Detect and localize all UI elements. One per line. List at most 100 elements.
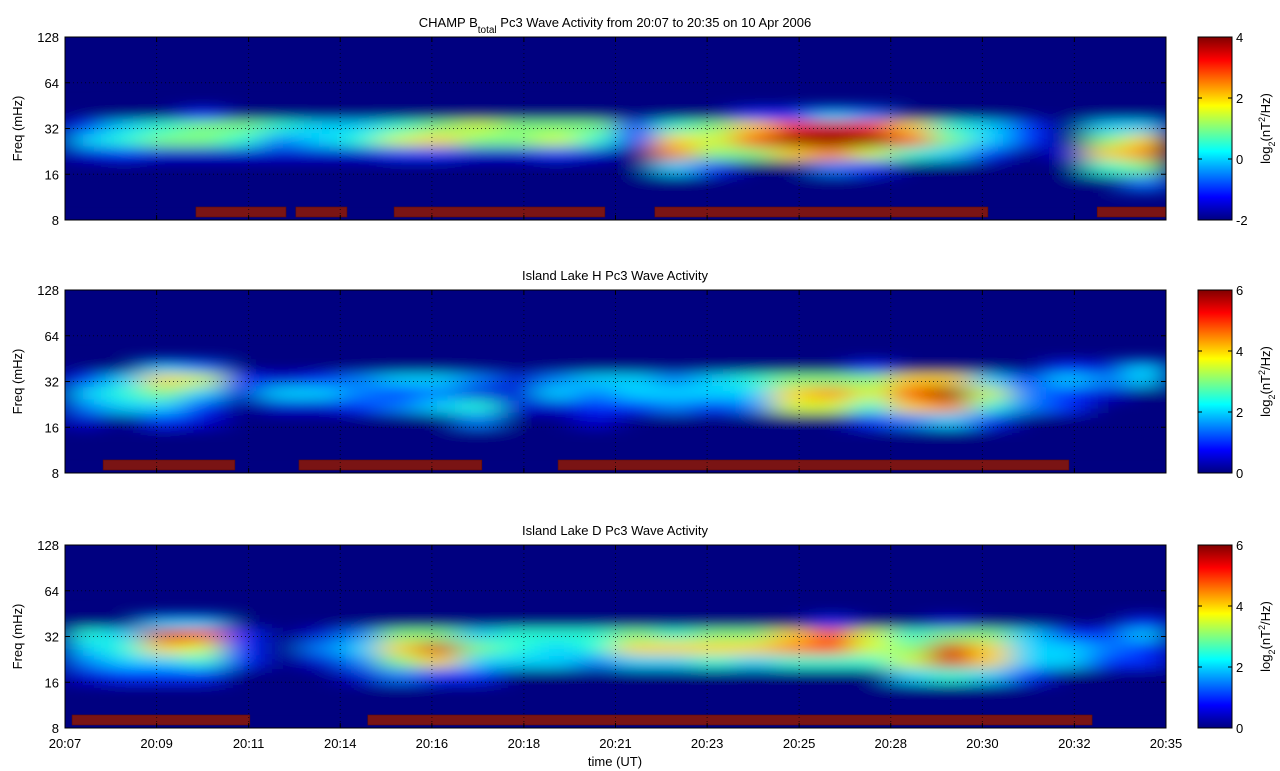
heatmap-cell [1126,399,1166,414]
heatmap-cell [733,399,774,414]
heatmap-cell [497,146,538,161]
heatmap-cell [772,654,813,669]
heatmap-cell [851,615,892,629]
heatmap-cell [930,373,970,387]
heatmap-cell [733,615,774,629]
heatmap-cell [772,399,813,414]
heatmap-cell [458,412,499,429]
label-text: log [1258,400,1273,417]
heatmap-cell [1008,615,1049,629]
heatmap-cell [694,360,734,374]
colorbar [1197,36,1233,221]
heatmap-cell [340,399,381,414]
heatmap-cell [1087,641,1128,655]
x-tick-label: 20:30 [966,736,999,751]
heatmap-cell [772,628,813,642]
heatmap-cell [182,146,223,161]
heatmap-cell [261,628,302,642]
heatmap-cell [694,399,734,414]
heatmap-cell [458,615,499,629]
heatmap-cell [1087,174,1128,192]
heatmap-cell [1048,399,1088,414]
heatmap-cell [261,667,302,684]
x-tick-label: 20:32 [1058,736,1091,751]
heatmap-cell [536,615,577,629]
plot-frame [64,36,1167,221]
heatmap-cell [772,682,813,700]
heatmap-cell [654,133,695,147]
heatmap-cell [536,427,577,445]
heatmap-cell [497,107,538,121]
heatmap-cell [104,146,145,161]
heatmap-cell [772,133,813,147]
heatmap-cell [851,427,892,445]
heatmap-cell [143,146,184,161]
heatmap-cell [104,174,145,192]
heatmap-cell [458,159,499,176]
heatmap-cell [654,615,695,629]
heatmap-cell [1087,667,1128,684]
heatmap-cell [182,682,223,700]
heatmap-cell [379,174,420,192]
heatmap-cell [1087,412,1128,429]
heatmap-cell [65,641,105,655]
plot-frame [64,544,1167,729]
heatmap-cell [1048,360,1088,374]
heatmap-cell [104,373,145,387]
activity-segment [557,459,1070,471]
heatmap-cell [182,628,223,642]
colorbar-tick-label: 4 [1236,30,1243,45]
heatmap-cell [143,133,184,147]
heatmap-cell [772,386,813,400]
heatmap-cell [300,628,341,642]
heatmap-cell [65,682,105,700]
heatmap-cell [143,667,184,684]
heatmap-cell [812,133,852,147]
heatmap-cell [65,159,105,176]
heatmap-cell [1048,107,1088,121]
heatmap-cell [969,146,1010,161]
heatmap-cell [654,146,695,161]
heatmap-cell [772,641,813,655]
heatmap-cell [536,159,577,176]
heatmap-cell [1126,654,1166,669]
heatmap-cell [654,360,695,374]
colorbar-label: log2(nT2/Hz) [1257,346,1277,417]
heatmap-cell [812,174,852,192]
heatmap-cell [694,159,734,176]
activity-segment [102,459,236,471]
heatmap-cell [654,373,695,387]
heatmap-cell [930,667,970,684]
heatmap-cell [733,174,774,192]
heatmap-cell [222,628,263,642]
heatmap-cell [458,399,499,414]
heatmap-cell [851,412,892,429]
heatmap-cell [615,120,656,134]
label-superscript: 2 [1257,625,1267,630]
heatmap-cell [65,146,105,161]
heatmap-cell [654,682,695,700]
colorbar-tick-label: 0 [1236,152,1243,167]
heatmap [65,615,1166,700]
heatmap-cells [65,615,1166,700]
x-tick-label: 20:28 [874,736,907,751]
heatmap-cell [182,667,223,684]
heatmap-cell [536,654,577,669]
heatmap-cell [182,120,223,134]
heatmap-cell [379,360,420,374]
panel-title: Island Lake D Pc3 Wave Activity [522,523,708,538]
colorbar-tick-label: 6 [1236,538,1243,553]
heatmap-cell [65,628,105,642]
colorbar-tick-label: 4 [1236,344,1243,359]
heatmap-cell [890,427,931,445]
heatmap-cell [418,159,459,176]
y-tick-label: 64 [45,584,59,599]
heatmap-cell [1048,412,1088,429]
heatmap-cell [576,615,616,629]
heatmap-cell [222,159,263,176]
heatmap-cell [812,120,852,134]
heatmap-cell [1126,427,1166,445]
heatmap-cell [1048,628,1088,642]
heatmap-cell [65,107,105,121]
heatmap-cell [851,682,892,700]
